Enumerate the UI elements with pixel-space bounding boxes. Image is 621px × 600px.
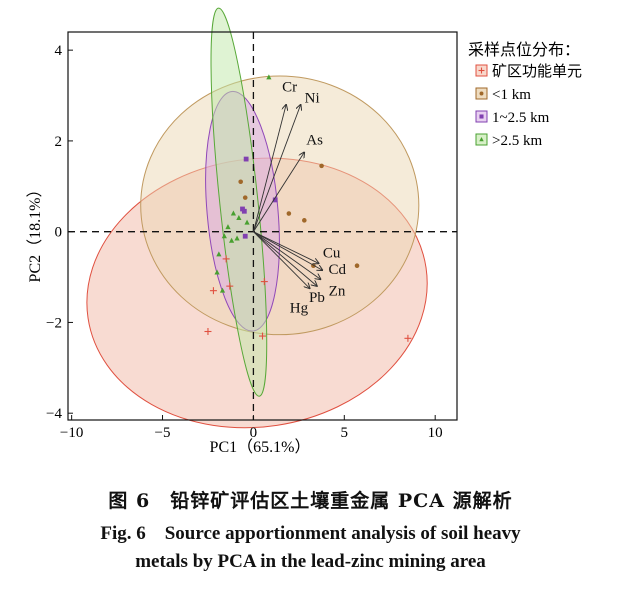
- point-s3-3: [221, 233, 227, 239]
- legend-entry: 1~2.5 km: [475, 110, 550, 126]
- point-s0-6: [222, 255, 230, 263]
- loading-label-pb: Pb: [309, 290, 325, 306]
- point-s1-4: [238, 179, 243, 185]
- loading-arrow-cu: [253, 231, 318, 264]
- loading-arrow-ni: [252, 105, 300, 232]
- legend-label: 1~2.5 km: [492, 110, 550, 126]
- point-s3-6: [219, 287, 226, 293]
- loading-label-as: As: [306, 132, 323, 148]
- loading-arrow-cd: [253, 231, 322, 271]
- point-s3-7: [228, 237, 235, 243]
- legend-label: >2.5 km: [492, 133, 542, 149]
- point-s0-3: [259, 332, 266, 340]
- point-s2-4: [240, 206, 245, 212]
- legend: 采样点位分布： 矿区功能单元 <1 km 1~2.5 km >2.5 km: [468, 41, 582, 149]
- point-s3-9: [244, 219, 250, 225]
- loading-label-cr: Cr: [282, 80, 297, 96]
- point-s3-8: [234, 235, 240, 241]
- point-s0-5: [404, 334, 412, 342]
- axes: −10 −5 0 5 10 −4 −2 0 2 4: [46, 31, 458, 441]
- loading-arrow-hg: [253, 231, 309, 289]
- loading-arrow-zn: [253, 231, 320, 280]
- figure-caption-en-line2: metals by PCA in the lead-zinc mining ar…: [135, 551, 486, 572]
- point-s1-1: [319, 163, 324, 169]
- reference-lines: [68, 32, 457, 420]
- loading-label-zn: Zn: [329, 283, 346, 299]
- point-s0-0: [209, 287, 217, 295]
- x-tick-label: 10: [428, 425, 443, 441]
- x-tick-label: 0: [250, 425, 258, 441]
- legend-entry: <1 km: [475, 87, 531, 103]
- point-s3-1: [230, 210, 237, 216]
- x-tick-label: −10: [60, 425, 83, 441]
- loading-label-cd: Cd: [328, 262, 346, 278]
- point-s2-2: [242, 233, 248, 239]
- x-tick-label: −5: [155, 425, 171, 441]
- legend-marker-circle: [479, 91, 484, 96]
- point-s3-5: [214, 269, 220, 275]
- y-tick-label: −4: [46, 406, 62, 422]
- point-s0-4: [260, 278, 268, 286]
- legend-title: 采样点位分布：: [468, 41, 580, 59]
- point-s2-0: [243, 156, 249, 162]
- loading-arrow-cr: [252, 105, 286, 232]
- y-tick-label: 4: [55, 43, 63, 59]
- legend-label: 矿区功能单元: [492, 63, 582, 80]
- y-axis-label: PC2（18.1%）: [26, 182, 44, 283]
- loading-arrow-as: [253, 152, 304, 232]
- y-tick-label: 0: [55, 225, 63, 241]
- point-s3-4: [216, 251, 222, 257]
- confidence-ellipses: [86, 7, 428, 429]
- loading-label-hg: Hg: [290, 300, 309, 316]
- figure-caption-cn: 图 6 铅锌矿评估区土壤重金属 PCA 源解析: [108, 490, 513, 512]
- point-s0-2: [226, 282, 234, 290]
- x-axis-label: PC1（65.1%）: [210, 438, 311, 456]
- sample-points: [204, 74, 412, 342]
- loading-arrow-pb: [253, 231, 317, 286]
- legend-entry: 矿区功能单元: [475, 63, 582, 80]
- ellipse-1: [140, 75, 420, 336]
- legend-label: <1 km: [492, 87, 531, 103]
- point-s1-5: [242, 195, 248, 200]
- legend-marker-square: [479, 114, 484, 119]
- point-s1-2: [354, 263, 360, 269]
- point-s1-0: [286, 211, 292, 216]
- loading-label-ni: Ni: [305, 91, 320, 107]
- legend-marker-triangle: [479, 136, 484, 142]
- point-s3-2: [236, 215, 242, 221]
- y-tick-label: 2: [55, 134, 63, 150]
- point-s1-3: [302, 218, 307, 223]
- loading-label-cu: Cu: [323, 245, 341, 261]
- plot-frame: [67, 31, 458, 421]
- point-s3-0: [266, 74, 272, 80]
- y-tick-label: −2: [46, 315, 62, 331]
- point-s2-3: [272, 197, 278, 203]
- legend-entry: >2.5 km: [475, 133, 542, 149]
- point-s3-10: [225, 224, 231, 230]
- point-s0-1: [204, 328, 212, 336]
- x-tick-label: 5: [341, 425, 349, 441]
- legend-marker-plus: [478, 67, 485, 74]
- figure-caption-en-line1: Fig. 6 Source apportionment analysis of …: [100, 523, 521, 544]
